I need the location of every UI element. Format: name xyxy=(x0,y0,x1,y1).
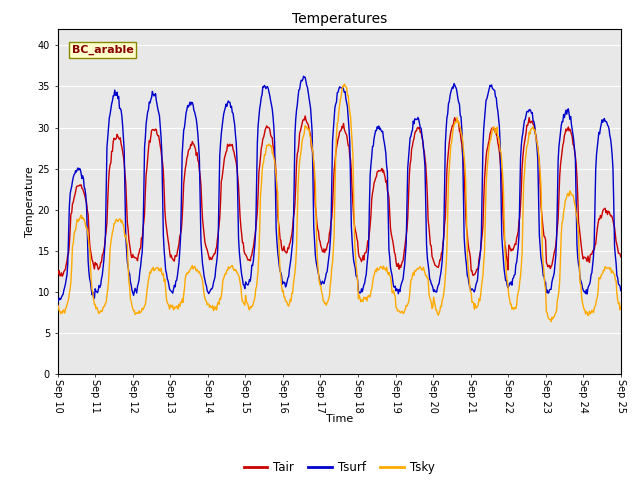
Legend: Tair, Tsurf, Tsky: Tair, Tsurf, Tsky xyxy=(239,456,439,479)
X-axis label: Time: Time xyxy=(326,414,353,424)
Y-axis label: Temperature: Temperature xyxy=(25,166,35,237)
Text: BC_arable: BC_arable xyxy=(72,45,133,55)
Title: Temperatures: Temperatures xyxy=(292,12,387,26)
